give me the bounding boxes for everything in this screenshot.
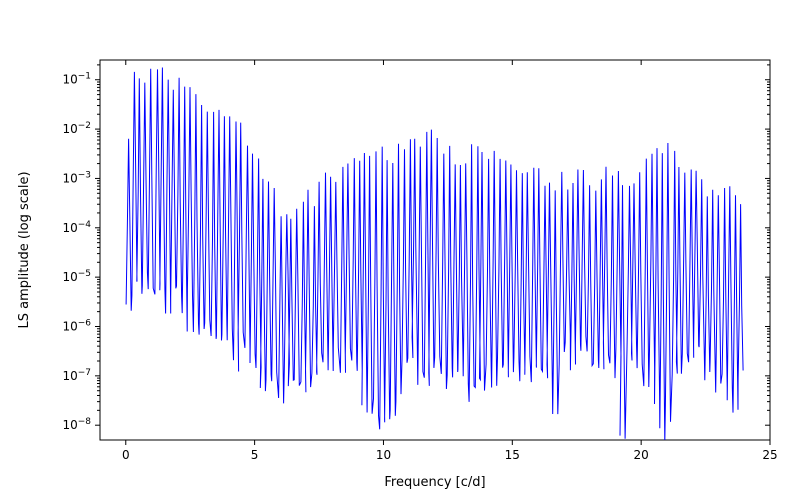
x-tick-label: 5 [251,448,259,462]
x-tick-label: 15 [505,448,520,462]
chart-svg: 051015202510−810−710−610−510−410−310−210… [0,0,800,500]
x-axis-label: Frequency [c/d] [384,475,485,490]
y-axis-label: LS amplitude (log scale) [17,171,32,328]
x-tick-label: 0 [122,448,130,462]
x-tick-label: 10 [376,448,391,462]
x-tick-label: 20 [634,448,649,462]
x-tick-label: 25 [762,448,777,462]
periodogram-chart: 051015202510−810−710−610−510−410−310−210… [0,0,800,500]
